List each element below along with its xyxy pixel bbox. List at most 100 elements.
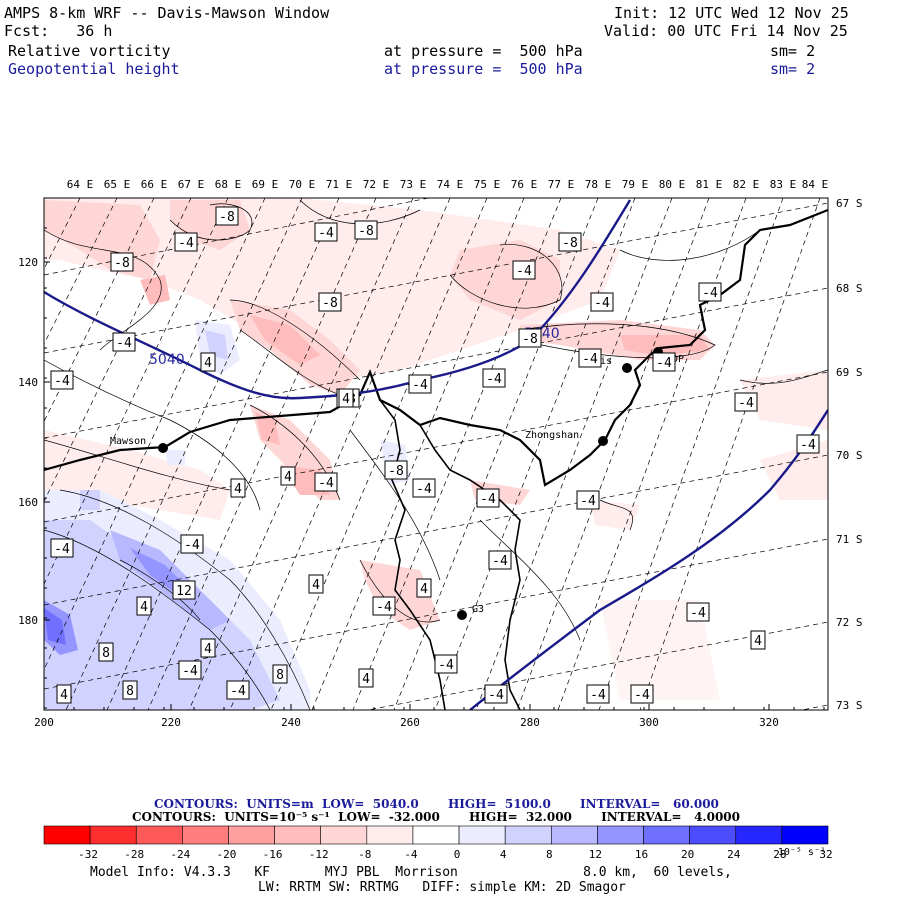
vorticity-label-box	[180, 534, 204, 554]
station-label-g3: G3	[472, 604, 484, 615]
lon-label: 73 E	[400, 178, 427, 191]
vorticity-label-box	[482, 368, 506, 388]
vorticity-label-box	[476, 488, 500, 508]
vorticity-label: 4	[140, 600, 148, 615]
vorticity-label-box	[112, 332, 136, 352]
vorticity-label: 8	[126, 684, 134, 699]
vorticity-label: 4	[754, 634, 762, 649]
colorbar-tick-label: -24	[170, 848, 190, 861]
model-info: Model Info: V4.3.3 KF MYJ PBL Morrison 8…	[90, 865, 732, 880]
lat-label: 68 S	[836, 282, 863, 295]
lat-label: 69 S	[836, 366, 863, 379]
lon-label: 81 E	[696, 178, 723, 191]
vorticity-label-box	[98, 642, 114, 662]
vorticity-label-box	[280, 466, 296, 486]
valid-time: Valid: 00 UTC Fri 14 Nov 25	[604, 22, 848, 40]
vorticity-label-box	[518, 328, 542, 348]
vorticity-label: 4	[204, 642, 212, 657]
vorticity-label: -4	[438, 658, 454, 673]
y-label: 120	[18, 256, 38, 269]
vorticity-label: -4	[318, 476, 334, 491]
vorticity-label: -4	[54, 374, 70, 389]
vorticity-label: 4	[342, 392, 350, 407]
colorbar-tick-label: 8	[546, 848, 553, 861]
lon-label: 72 E	[363, 178, 390, 191]
vorticity-label: -4	[590, 688, 606, 703]
field1-name: Relative vorticity	[8, 42, 171, 60]
colorbar-tick-label: -28	[124, 848, 144, 861]
vorticity-label: -4	[184, 538, 200, 553]
colorbar-swatch	[643, 825, 690, 845]
vorticity-label-box	[734, 392, 758, 412]
lat-label: 72 S	[836, 616, 863, 629]
field1-smoothing: sm= 2	[770, 42, 816, 60]
colorbar-tick-label: 16	[635, 848, 648, 861]
vorticity-label: -4	[54, 542, 70, 557]
left-grid-labels: 120 140 160 180	[18, 256, 38, 627]
vorticity-label: -4	[800, 438, 816, 453]
vorticity-label: -4	[230, 684, 246, 699]
lat-label: 71 S	[836, 533, 863, 546]
vorticity-label-box	[372, 596, 396, 616]
x-label: 200	[34, 716, 54, 729]
vorticity-label: 4	[362, 672, 370, 687]
vorticity-label: 4	[420, 582, 428, 597]
vorticity-label-box	[230, 478, 246, 498]
vorticity-label: -4	[486, 372, 502, 387]
vorticity-label: 4	[312, 578, 320, 593]
vorticity-label: -4	[580, 494, 596, 509]
vorticity-label-box	[750, 630, 766, 650]
vorticity-label: 12	[176, 584, 192, 599]
vorticity-label-box	[416, 578, 432, 598]
vorticity-label-box	[358, 668, 374, 688]
vorticity-label-box	[586, 684, 610, 704]
init-time: Init: 12 UTC Wed 12 Nov 25	[614, 4, 849, 22]
colorbar-swatch	[735, 825, 783, 845]
vorticity-label: 8	[276, 668, 284, 683]
station-dot-zhongshan	[598, 436, 608, 446]
vorticity-label-box	[412, 478, 436, 498]
vorticity-label: -4	[702, 286, 718, 301]
lon-label: 82 E	[733, 178, 760, 191]
x-label: 220	[161, 716, 181, 729]
colorbar-tick-label: 20	[681, 848, 694, 861]
vorticity-label-box	[50, 538, 74, 558]
field2-name: Geopotential height	[8, 60, 180, 78]
lat-label: 70 S	[836, 449, 863, 462]
x-label: 240	[281, 716, 301, 729]
vorticity-label: -4	[594, 296, 610, 311]
field1-level: at pressure = 500 hPa	[384, 42, 583, 60]
lon-label: 78 E	[585, 178, 612, 191]
top-longitude-labels: 64 E 65 E 66 E 67 E 68 E 69 E 70 E 71 E …	[67, 178, 829, 191]
lon-label: 80 E	[659, 178, 686, 191]
vorticity-label-box	[558, 232, 582, 252]
vorticity-label-box	[122, 680, 138, 700]
colorbar-tick-label: -32	[78, 848, 98, 861]
vorticity-label: -8	[322, 296, 338, 311]
colorbar-tick-label: 12	[589, 848, 602, 861]
y-label: 140	[18, 376, 38, 389]
vorticity-label: -4	[178, 236, 194, 251]
vorticity-label-box	[200, 352, 216, 372]
height-label: 5040	[149, 352, 185, 368]
vorticity-label-box	[136, 596, 152, 616]
vorticity-label-box	[56, 684, 72, 704]
vorticity-label-box	[796, 434, 820, 454]
vorticity-label: -8	[219, 210, 235, 225]
vorticity-label-box	[110, 252, 134, 272]
vorticity-label-box	[590, 292, 614, 312]
vorticity-label: -4	[412, 378, 428, 393]
vorticity-label: 4	[234, 482, 242, 497]
lon-label: 66 E	[141, 178, 168, 191]
forecast-hour: Fcst: 36 h	[4, 22, 113, 40]
lat-label: 67 S	[836, 197, 863, 210]
vorticity-shading	[44, 198, 828, 710]
vorticity-label-box	[630, 684, 654, 704]
vorticity-label-box	[354, 220, 378, 240]
vorticity-label-box	[272, 664, 288, 684]
colorbar-swatch	[43, 825, 91, 845]
lon-label: 83 E	[770, 178, 797, 191]
vorticity-label-box	[314, 472, 338, 492]
vorticity-label: -4	[516, 264, 532, 279]
vorticity-label-box	[178, 660, 202, 680]
